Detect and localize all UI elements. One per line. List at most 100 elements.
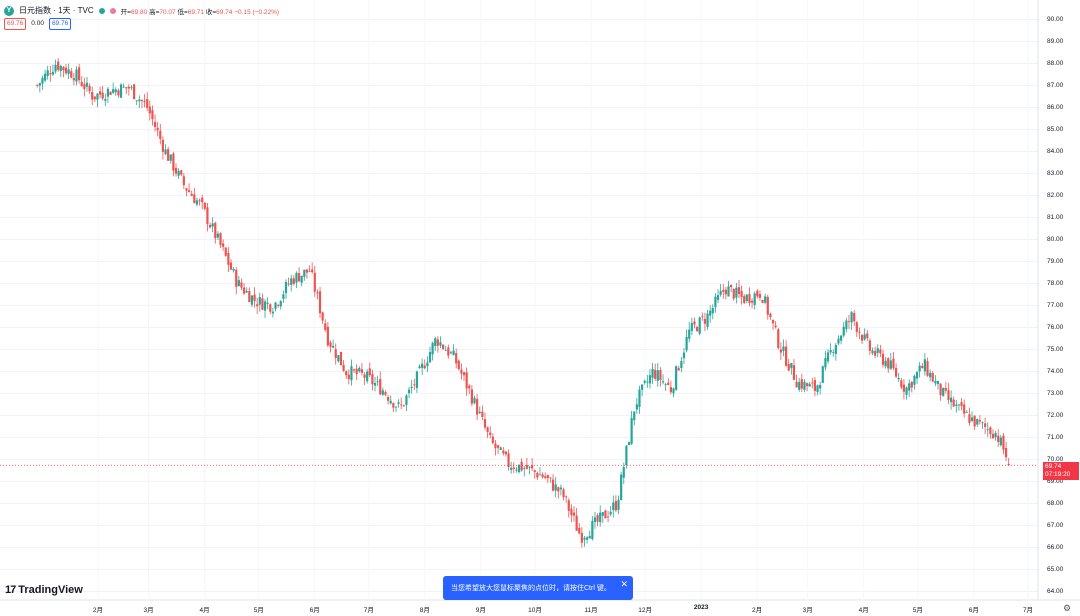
candle-body [517, 464, 521, 473]
candle-body [779, 349, 782, 353]
candle-body [766, 296, 769, 315]
candle-body [316, 292, 319, 294]
symbol-title[interactable]: 日元指数 · 1天 · TVC [19, 6, 94, 15]
candle-body [499, 447, 502, 450]
candle-body [104, 98, 107, 101]
ohlc-values: 开=69.80 高=70.07 低=69.71 收=69.74 −0.15 (−… [120, 8, 280, 16]
candle-body [787, 364, 790, 371]
time-tick-label: 3月 [143, 607, 154, 614]
candle-body [572, 512, 576, 516]
candle-body [570, 508, 573, 516]
candle-body [470, 389, 473, 404]
candle-body [394, 406, 398, 408]
candle-body [929, 372, 932, 378]
candle-body [661, 381, 665, 383]
candle-body [936, 381, 940, 385]
candle-body [669, 387, 672, 393]
toast-message: 当您希望放大您鼠标聚焦的点位时，请按住Ctrl 键。 [451, 585, 611, 592]
candle-body [64, 67, 68, 74]
candle-body [845, 320, 848, 330]
time-tick-label: 9月 [475, 607, 486, 614]
candle-body [387, 396, 390, 401]
candle-body [931, 372, 934, 382]
candle-body [43, 73, 47, 81]
gear-icon[interactable]: ⚙ [1063, 603, 1072, 613]
price-tick-label: 65.00 [1047, 565, 1064, 573]
indicator-value-3: 69.76 [48, 17, 72, 30]
candle-body [565, 496, 568, 498]
candle-body [83, 84, 86, 90]
candle-body [436, 339, 439, 346]
time-tick-label: 11月 [584, 607, 598, 614]
candle-body [190, 193, 193, 196]
candle-body [541, 474, 544, 478]
candle-body [918, 365, 921, 372]
candle-body [889, 360, 892, 369]
candle-body [601, 512, 604, 516]
candle-body [868, 340, 872, 351]
candle-body [743, 296, 746, 304]
candle-body [441, 344, 445, 349]
candle-body [525, 464, 528, 469]
candle-body [462, 372, 466, 376]
candle-body [49, 73, 52, 75]
candle-body [764, 296, 767, 303]
candle-body [693, 321, 696, 325]
candle-body [640, 384, 644, 390]
candle-body [253, 294, 256, 301]
candle-body [250, 295, 254, 305]
candle-body [455, 353, 458, 364]
candle-body [486, 427, 489, 432]
candle-body [109, 91, 112, 95]
candle-body [201, 197, 204, 203]
candle-body [368, 368, 371, 376]
candle-body [133, 84, 136, 100]
candle-body [858, 331, 861, 333]
candle-body [85, 82, 89, 87]
candle-body [978, 420, 981, 422]
indicator-value-1: 69.76 [4, 17, 27, 30]
candle-body [140, 100, 144, 102]
candle-body [311, 269, 314, 273]
candle-body [986, 429, 989, 431]
candle-body [434, 338, 437, 347]
candle-body [481, 411, 484, 417]
candle-body [256, 304, 259, 307]
price-tick-label: 86.00 [1047, 103, 1064, 111]
candle-body [609, 511, 612, 515]
data-status-icon [109, 7, 116, 14]
candle-body [119, 84, 123, 98]
candle-body [719, 290, 722, 295]
close-icon[interactable]: ✕ [620, 579, 628, 589]
candle-body [279, 300, 282, 307]
candle-body [169, 154, 172, 161]
candle-body [418, 366, 421, 369]
candle-body [182, 176, 185, 186]
candle-body [593, 517, 597, 522]
candle-body [360, 369, 364, 373]
candle-body [507, 453, 510, 467]
candle-body [127, 86, 130, 89]
price-tick-label: 87.00 [1047, 81, 1064, 89]
candle-body [483, 419, 487, 428]
candle-body [606, 516, 610, 518]
tradingview-logo[interactable]: 17 TradingView [5, 584, 83, 596]
candle-body [75, 69, 78, 82]
candle-body [376, 380, 379, 382]
candle-body [997, 435, 1000, 443]
candle-body [913, 375, 916, 385]
candle-body [203, 202, 206, 209]
price-tick-label: 83.00 [1047, 169, 1064, 177]
candle-body [819, 384, 822, 389]
price-tick-label: 72.00 [1047, 411, 1064, 419]
candle-body [777, 329, 780, 349]
candle-body [439, 342, 442, 346]
candle-body [258, 297, 261, 305]
candle-body [512, 467, 515, 469]
candle-body [88, 85, 91, 92]
candle-body [711, 307, 714, 314]
candle-body [211, 223, 214, 227]
time-tick-label: 6月 [968, 607, 979, 614]
candle-body [803, 381, 806, 390]
